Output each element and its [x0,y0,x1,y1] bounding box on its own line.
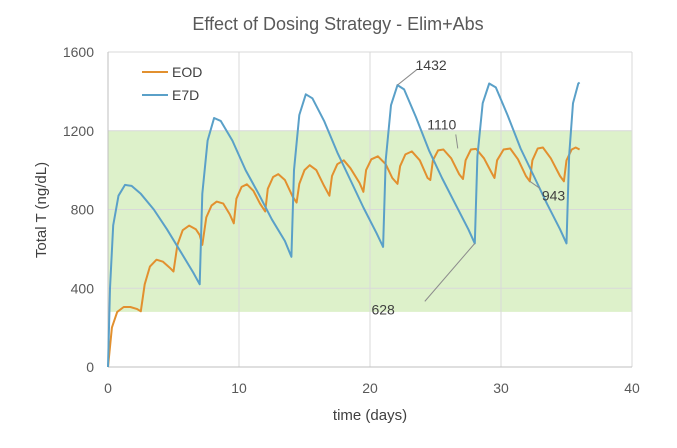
y-tick-label: 400 [71,280,95,296]
series-line-eod [107,146,581,368]
y-tick-label: 1200 [63,123,94,139]
annotation-label: 628 [371,301,395,317]
legend-label-eod: EOD [172,64,202,80]
x-tick-label: 30 [493,380,509,396]
x-tick-label: 40 [624,380,640,396]
annotation-leader [529,180,541,189]
annotation-label: 943 [542,187,566,203]
y-tick-label: 1600 [63,44,94,60]
legend-label-e7d: E7D [172,87,199,103]
x-tick-label: 10 [231,380,247,396]
annotation-leader [455,134,459,149]
chart-title: Effect of Dosing Strategy - Elim+Abs [192,14,483,34]
annotation-label: 1432 [416,57,447,73]
y-tick-label: 0 [86,359,94,375]
annotation-label: 1110 [427,116,456,132]
x-axis-label: time (days) [333,407,407,424]
x-tick-label: 20 [362,380,378,396]
y-axis-label: Total T (ng/dL) [33,162,50,258]
y-tick-label: 800 [71,202,95,218]
annotation-leader [424,243,476,302]
annotation-leader [397,68,418,86]
x-tick-label: 0 [104,380,112,396]
series-line-e7d [107,81,581,368]
